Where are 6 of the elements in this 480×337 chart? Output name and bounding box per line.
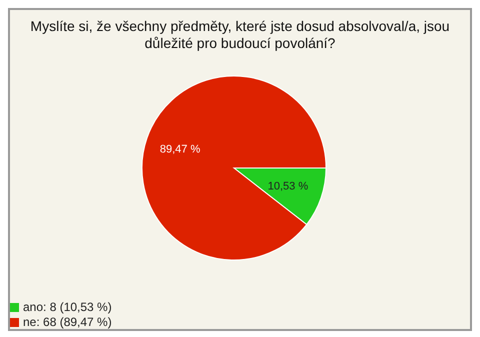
legend-label: ne: 68 (89,47 %) bbox=[23, 315, 112, 329]
pie-slice bbox=[142, 76, 326, 260]
legend-label: ano: 8 (10,53 %) bbox=[23, 300, 112, 314]
data-label: 89,47 % bbox=[160, 143, 200, 156]
chart-title: Myslíte si, že všechny předměty, které jste dosud absolvoval/a, jsou důležité pro budoucí povolání? bbox=[29, 17, 451, 53]
data-label: 10,53 % bbox=[268, 180, 308, 193]
